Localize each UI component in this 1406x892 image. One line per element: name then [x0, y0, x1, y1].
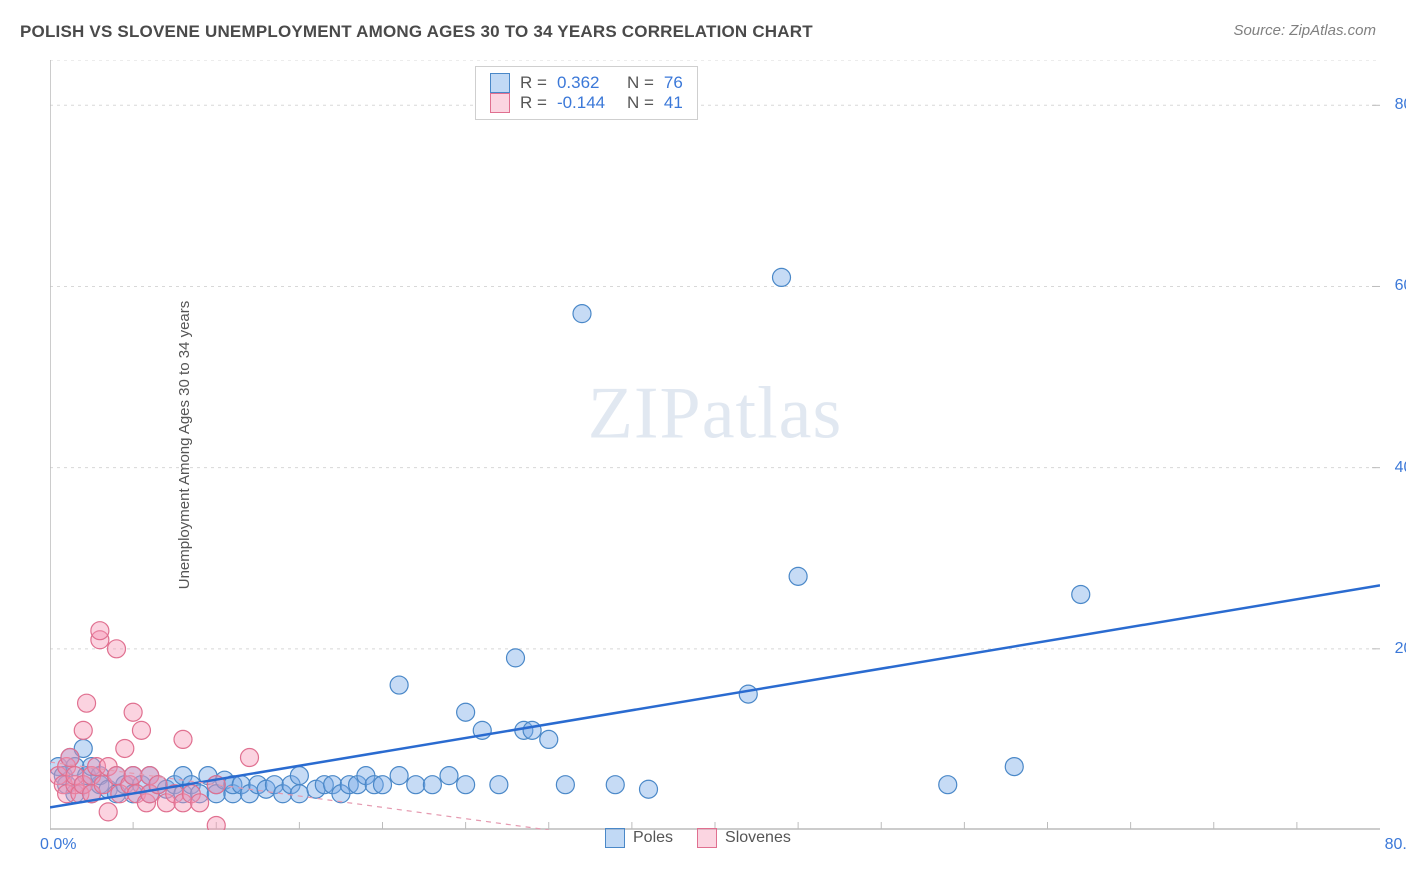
swatch-blue-icon [605, 828, 625, 848]
x-tick-right: 80.0% [1385, 836, 1406, 854]
y-tick-label: 80.0% [1395, 96, 1406, 114]
correlation-info-box: R = 0.362 N = 76 R = -0.144 N = 41 [475, 66, 698, 120]
legend: Poles Slovenes [605, 828, 791, 848]
legend-label: Poles [633, 829, 673, 847]
swatch-pink-icon [490, 93, 510, 113]
y-tick-label: 60.0% [1395, 277, 1406, 295]
source-label: Source: ZipAtlas.com [1233, 22, 1376, 39]
legend-item-poles: Poles [605, 828, 673, 848]
legend-item-slovenes: Slovenes [697, 828, 791, 848]
n-value: 41 [664, 93, 683, 113]
n-label: N = [627, 93, 654, 113]
swatch-pink-icon [697, 828, 717, 848]
r-value: -0.144 [557, 93, 617, 113]
chart-title: POLISH VS SLOVENE UNEMPLOYMENT AMONG AGE… [20, 22, 813, 42]
n-value: 76 [664, 73, 683, 93]
chart-area: Unemployment Among Ages 30 to 34 years Z… [50, 60, 1380, 830]
swatch-blue-icon [490, 73, 510, 93]
y-tick-label: 20.0% [1395, 640, 1406, 658]
r-row-poles: R = 0.362 N = 76 [490, 73, 683, 93]
y-tick-label: 40.0% [1395, 459, 1406, 477]
r-value: 0.362 [557, 73, 617, 93]
r-label: R = [520, 73, 547, 93]
x-tick-left: 0.0% [40, 836, 76, 854]
r-label: R = [520, 93, 547, 113]
legend-label: Slovenes [725, 829, 791, 847]
n-label: N = [627, 73, 654, 93]
r-row-slovenes: R = -0.144 N = 41 [490, 93, 683, 113]
scatter-plot-svg [50, 60, 1380, 830]
